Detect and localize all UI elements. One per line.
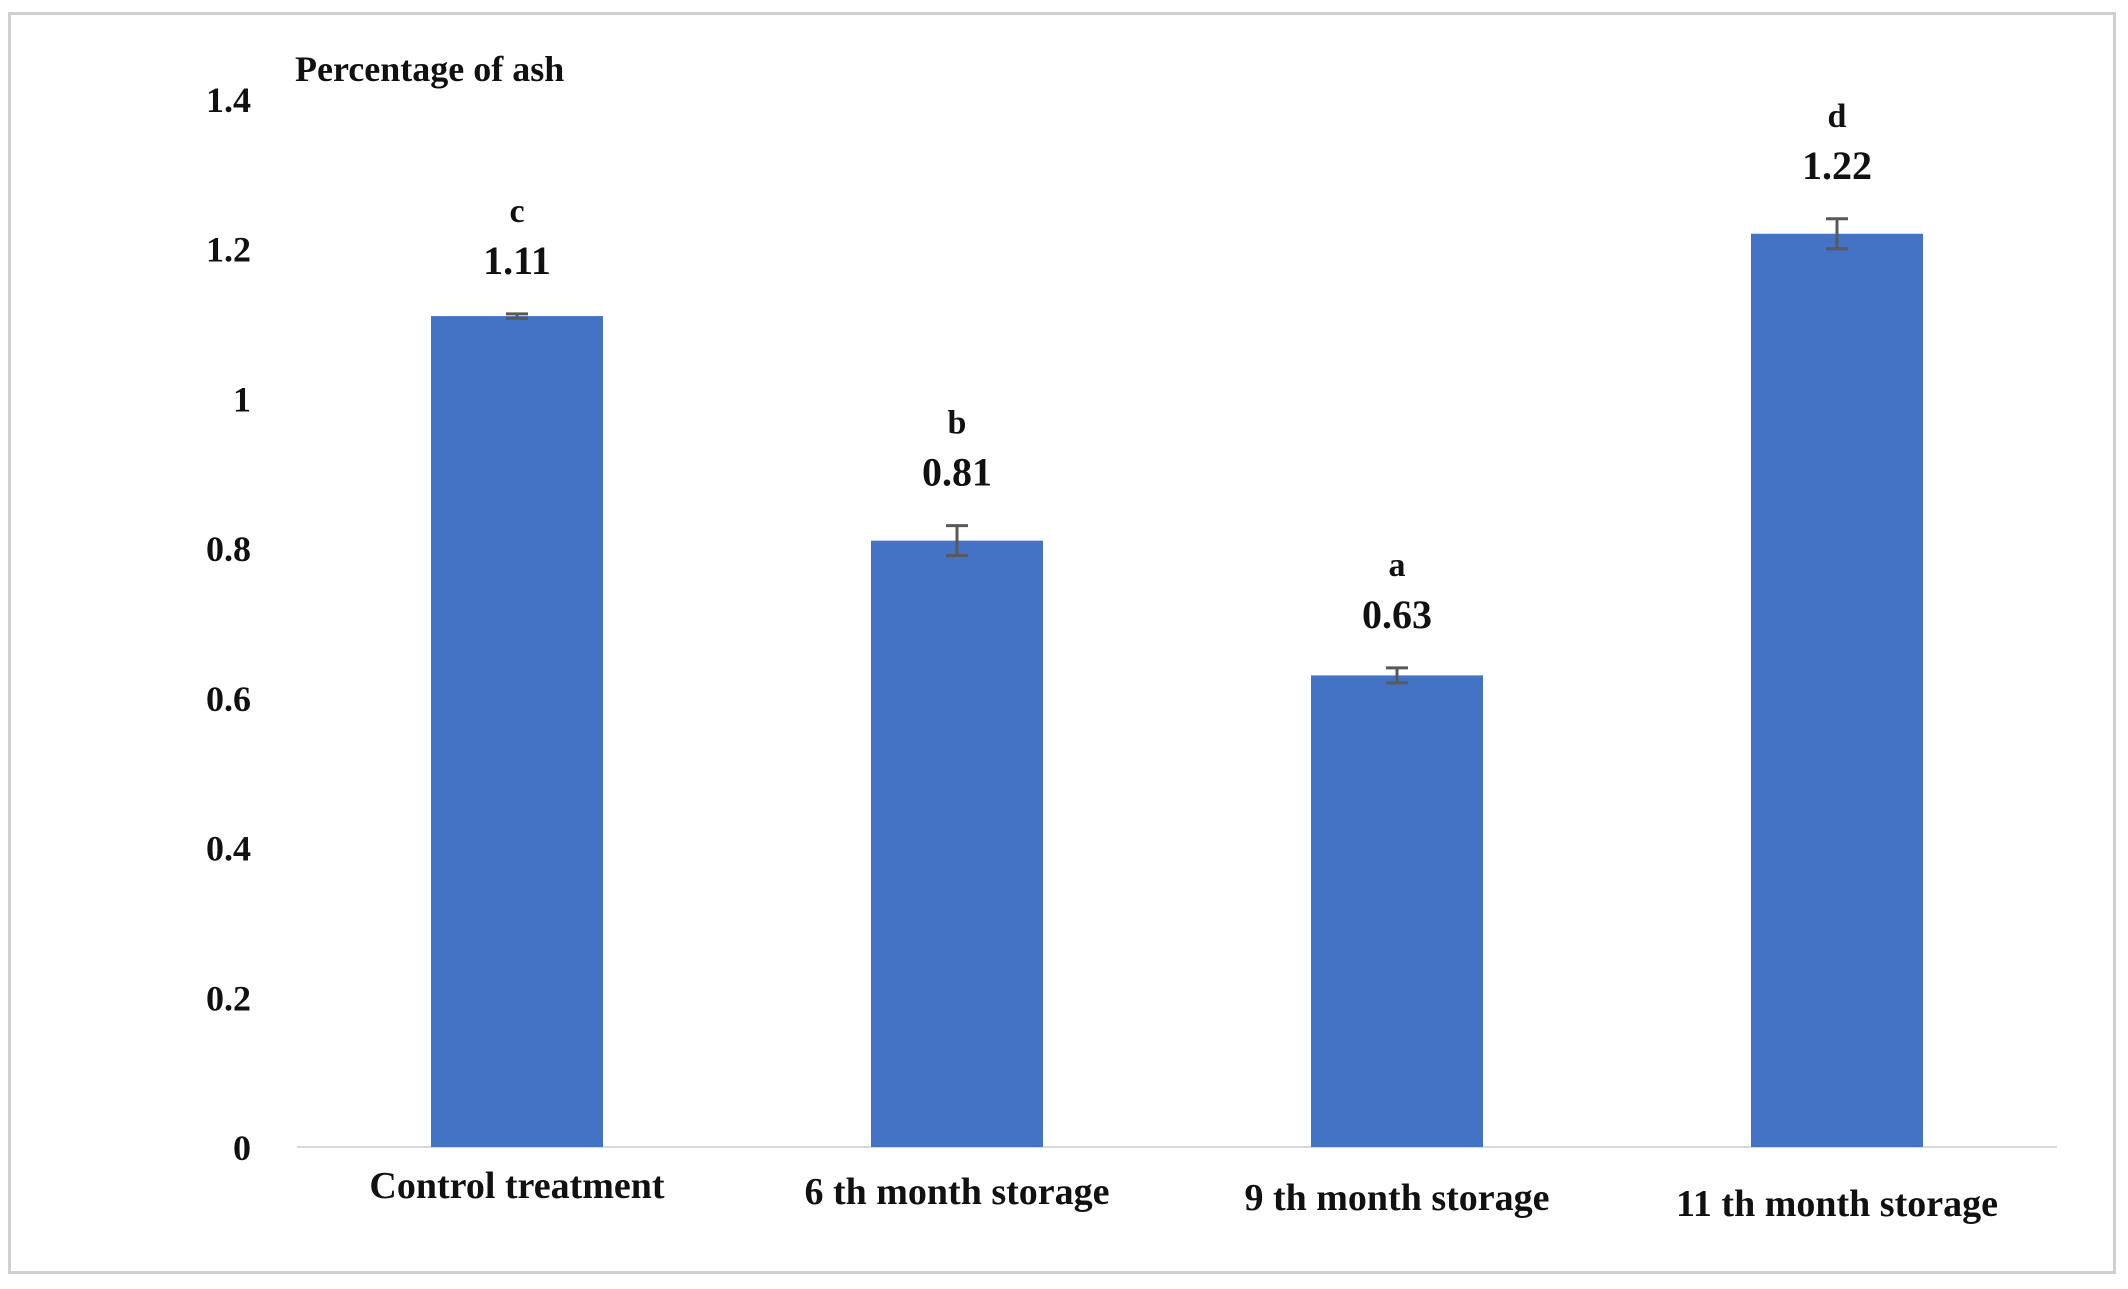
x-tick-label: 9 th month storage	[1244, 1177, 1549, 1219]
data-label: 0.81	[922, 450, 992, 495]
y-tick-label: 1.4	[206, 80, 251, 120]
bar	[1751, 233, 1923, 1147]
x-tick-label: 11 th month storage	[1676, 1183, 1998, 1225]
y-tick-label: 1	[233, 379, 251, 419]
y-axis-title: Percentage of ash	[295, 49, 564, 89]
y-tick-label: 0.8	[206, 529, 251, 569]
bar	[1311, 675, 1483, 1147]
y-tick-label: 0.2	[206, 978, 251, 1018]
data-label: 1.11	[483, 238, 551, 283]
error-bar	[946, 524, 968, 558]
y-tick-label: 0	[233, 1128, 251, 1168]
y-tick-label: 1.2	[206, 230, 251, 270]
bar-chart: Percentage of ash 00.20.40.60.811.21.4 1…	[206, 49, 2057, 1225]
bar	[871, 540, 1043, 1147]
y-tick-label: 0.4	[206, 829, 251, 869]
data-label: 1.22	[1802, 143, 1872, 188]
group-letter: d	[1828, 98, 1847, 135]
error-bar	[1826, 217, 1848, 251]
error-bar	[1386, 666, 1408, 685]
data-label: 0.63	[1362, 592, 1432, 637]
x-tick-label: 6 th month storage	[804, 1171, 1109, 1213]
group-letter: b	[948, 405, 967, 442]
y-tick-label: 0.6	[206, 679, 251, 719]
chart-frame: Percentage of ash 0 0.2 0.4 0.6 0.8 1 1.2 1.4 1…	[8, 12, 2116, 1274]
error-bar	[506, 312, 528, 320]
x-tick-label: Control treatment	[369, 1165, 664, 1207]
bar	[431, 316, 603, 1148]
group-letter: c	[509, 193, 524, 230]
group-letter: a	[1389, 547, 1406, 584]
